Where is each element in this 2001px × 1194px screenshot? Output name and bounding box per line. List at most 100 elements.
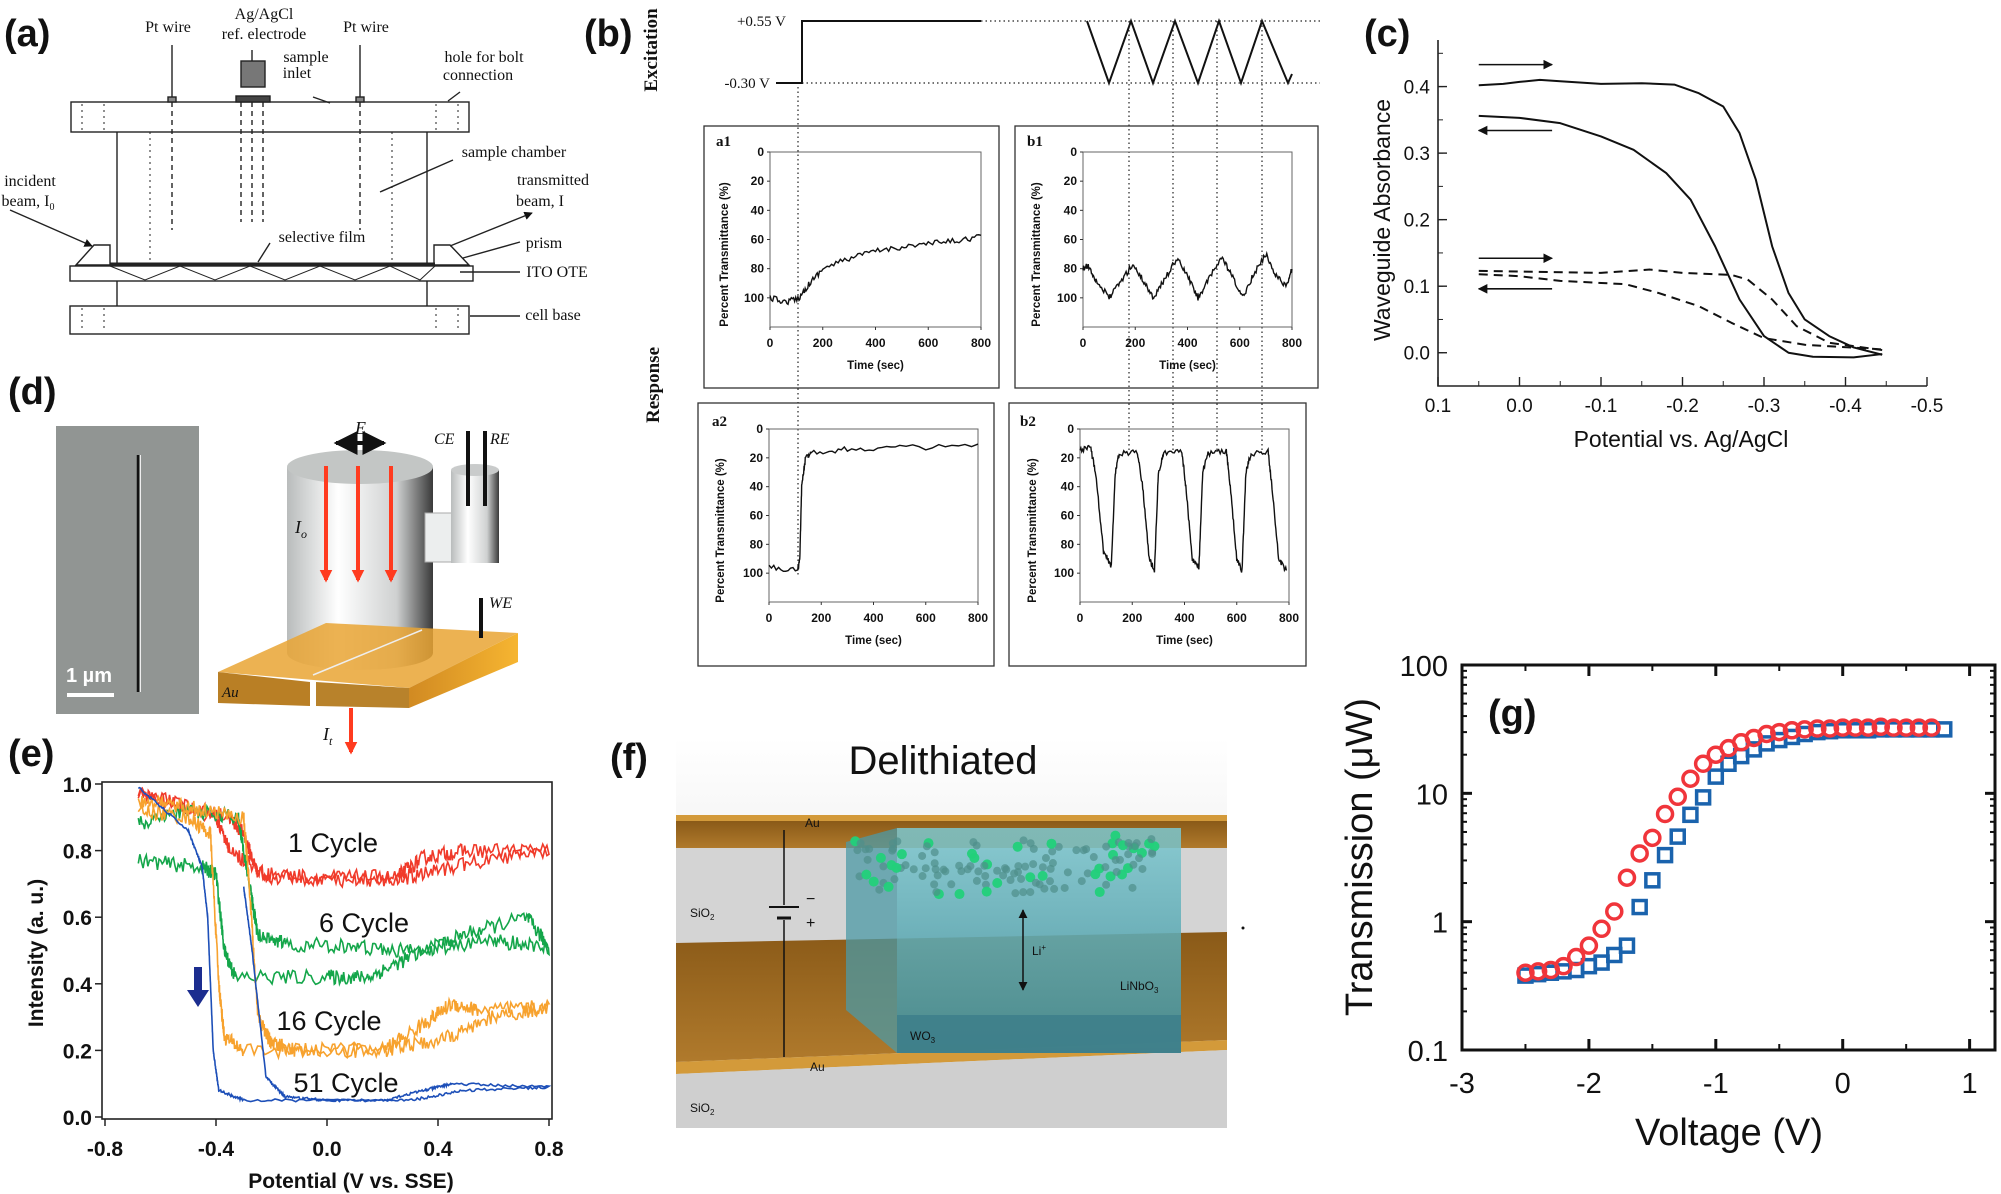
data-point-circle (1554, 956, 1573, 976)
data-point-circle (1833, 718, 1852, 737)
data-point-circle (1630, 844, 1649, 863)
y-tick-label: 0.2 (1404, 211, 1430, 232)
li-ion-dot (856, 839, 865, 848)
x-tick-label: 0 (1080, 336, 1087, 350)
li-ion-dot (981, 886, 992, 897)
data-point-circle (1884, 718, 1903, 737)
y-tick-label: 1 (1432, 908, 1448, 940)
series-line-51-cycle (137, 786, 552, 1103)
x-axis-title: Time (sec) (847, 360, 904, 372)
li-ion-dot (1124, 850, 1133, 859)
x-tick-label: 600 (1227, 611, 1247, 625)
data-point-circle (1909, 718, 1929, 737)
y-tick-label: 40 (751, 203, 765, 217)
y-tick-label: 10 (1416, 779, 1448, 811)
label-sample-chamber: sample chamber (462, 144, 567, 161)
x-tick-label: -3 (1449, 1068, 1475, 1100)
chart-g: 0.1 1 10 100 -3 -2 -1 0 1 Voltage (V) Transmission… (1339, 651, 1997, 1154)
label-transmitted-1: transmitted (517, 172, 589, 189)
li-ion-dot (1060, 883, 1069, 892)
data-point-circle (1896, 718, 1916, 737)
series-line-6-cycle (137, 803, 550, 987)
li-ion-dot (1102, 880, 1111, 889)
axes (1437, 40, 1927, 387)
series-line (768, 443, 979, 572)
li-ion-dot (930, 880, 939, 889)
x-tick-label: 0 (766, 611, 773, 625)
y-tick-label: 0.2 (63, 1040, 92, 1063)
subplot-frame (1014, 125, 1319, 389)
y-tick-label: 100 (744, 291, 764, 305)
li-ion-dot (1063, 868, 1072, 877)
x-tick-label: 0 (1835, 1068, 1851, 1100)
y-tick-label: 20 (751, 174, 765, 188)
li-ion-dot (1026, 888, 1035, 897)
x-axis-title: Voltage (V) (1635, 1112, 1823, 1154)
panel-a-cell-diagram (9, 45, 533, 335)
y-tick-label: 0.1 (1404, 277, 1430, 298)
series-label: 16 Cycle (276, 1006, 381, 1036)
li-ion-dot (1019, 836, 1028, 845)
li-ion-dot (1019, 888, 1028, 897)
panel-label-d: (d) (8, 371, 57, 413)
li-ion-dot (853, 846, 862, 855)
li-ion-dot (918, 851, 927, 860)
step-waveform (776, 20, 981, 84)
plot-area (1079, 428, 1290, 603)
y-tick-label: 0.8 (63, 841, 93, 864)
y-tick-label: 100 (1400, 651, 1448, 683)
data-point-circle (1871, 717, 1891, 737)
x-tick-label: 400 (865, 336, 885, 350)
li-ion-dot (1147, 835, 1156, 844)
incident-light-arrows (319, 466, 398, 755)
li-ion-dot (1006, 876, 1015, 885)
x-tick-label: 800 (1279, 611, 1299, 625)
au-bottom-label: Au (810, 1060, 825, 1074)
li-ion-dot (999, 871, 1008, 880)
gold-film-side (409, 633, 518, 708)
wo3-layer (897, 1015, 1181, 1053)
y-tick-label: 80 (750, 537, 764, 551)
label-pt-wire-left: Pt wire (145, 19, 191, 36)
li-ion-dot (1050, 884, 1059, 893)
data-point-circle (1528, 962, 1548, 981)
data-point-circle (1592, 919, 1611, 939)
li-ion-dot (993, 866, 1002, 875)
scale-bar (67, 693, 114, 697)
y-tick-label: 60 (750, 509, 764, 523)
y-tick-label: 0 (756, 422, 763, 436)
data-point-circle (1605, 902, 1624, 921)
li-ion-dot (1094, 887, 1105, 898)
cycling-trend-arrow-icon (187, 967, 209, 1007)
label-sample-inlet-1: sample (283, 49, 328, 66)
x-tick-label: -0.4 (198, 1138, 235, 1161)
reference-electrode (240, 60, 266, 88)
incident-intensity-label: Io (294, 517, 307, 541)
label-ito-ote: ITO OTE (526, 264, 587, 281)
li-ion-dot (1079, 846, 1088, 855)
excitation-label: Excitation (641, 8, 662, 92)
li-ion-dot (1111, 855, 1120, 864)
y-tick-label: 0.6 (63, 907, 92, 930)
reference-cell (451, 470, 499, 563)
li-ion-dot (974, 867, 983, 876)
li-ion-dot (957, 867, 966, 876)
li-ion-dot (1010, 869, 1019, 878)
li-ion-dot (868, 876, 879, 887)
y-tick-label: 0.4 (1404, 78, 1431, 99)
data-point-circle (1655, 804, 1675, 824)
plot-area (769, 151, 982, 328)
li-ion-dot (941, 867, 950, 876)
chart-b-a1: a1 0 20 40 60 80 100 0 200 400 600 800 Time (sec) Per… (703, 125, 1000, 389)
li-ion-dot (883, 881, 894, 892)
li-ion-dot (861, 869, 872, 880)
x-tick-label: -0.2 (1666, 396, 1699, 417)
au-top-stripe (676, 815, 1227, 821)
li-ion-dot (909, 865, 918, 874)
series-line (1082, 250, 1293, 301)
gold-film-front-right (316, 682, 409, 708)
x-axis-title: Time (sec) (1159, 360, 1216, 372)
x-tick-label: -0.5 (1911, 396, 1944, 417)
y-tick-label: 0.1 (1408, 1036, 1448, 1068)
li-ion-dot (1037, 870, 1048, 881)
